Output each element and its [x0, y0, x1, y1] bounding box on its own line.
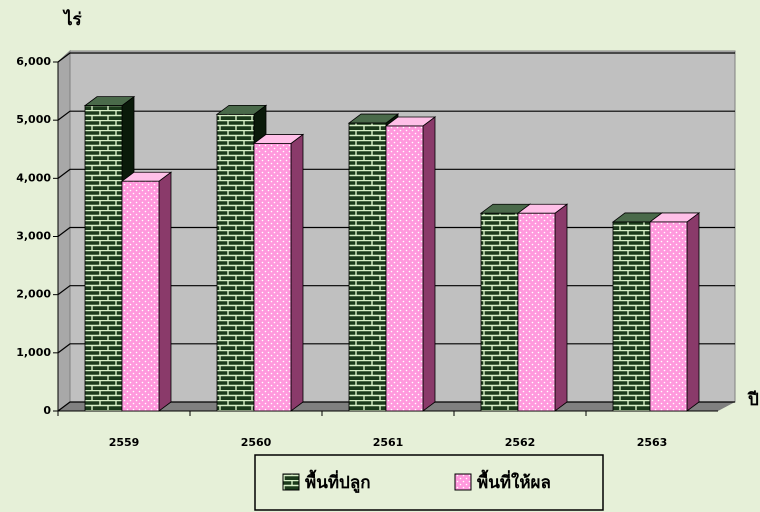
x-axis-label: ปี [747, 389, 759, 410]
bar [216, 113, 255, 412]
legend [254, 454, 604, 511]
y-tick-label: 5,000 [16, 113, 51, 126]
y-tick-label: 4,000 [16, 171, 51, 184]
bar [253, 143, 292, 412]
bar-side [554, 203, 568, 412]
x-tick-label: 2563 [637, 436, 668, 449]
y-tick-label: 6,000 [16, 55, 51, 68]
bar-side [686, 212, 700, 412]
x-tick-label: 2561 [373, 436, 404, 449]
side-wall [57, 49, 71, 412]
y-tick-label: 3,000 [16, 230, 51, 243]
y-tick-label: 1,000 [16, 346, 51, 359]
bar [517, 212, 556, 412]
bar-side [422, 116, 436, 412]
bar [84, 105, 123, 412]
x-tick-label: 2560 [241, 436, 272, 449]
bar-side [290, 133, 304, 412]
legend-label: พื้นที่ให้ผล [477, 469, 551, 493]
bar [121, 180, 160, 412]
bar [385, 125, 424, 412]
grid-line [57, 52, 735, 63]
y-tick-label: 2,000 [16, 288, 51, 301]
grid-line [57, 168, 735, 179]
legend-swatch [282, 473, 300, 491]
bar [612, 221, 651, 412]
bar-side [158, 171, 172, 412]
bar [649, 221, 688, 412]
bar [348, 122, 387, 412]
legend-label: พื้นที่ปลูก [305, 469, 371, 494]
x-tick-label: 2559 [109, 436, 140, 449]
grid-line [57, 110, 735, 121]
y-axis-label: ไร่ [62, 9, 83, 30]
bar [480, 212, 519, 412]
x-tick-label: 2562 [505, 436, 536, 449]
legend-swatch [454, 473, 472, 491]
y-tick-label: 0 [43, 404, 51, 417]
